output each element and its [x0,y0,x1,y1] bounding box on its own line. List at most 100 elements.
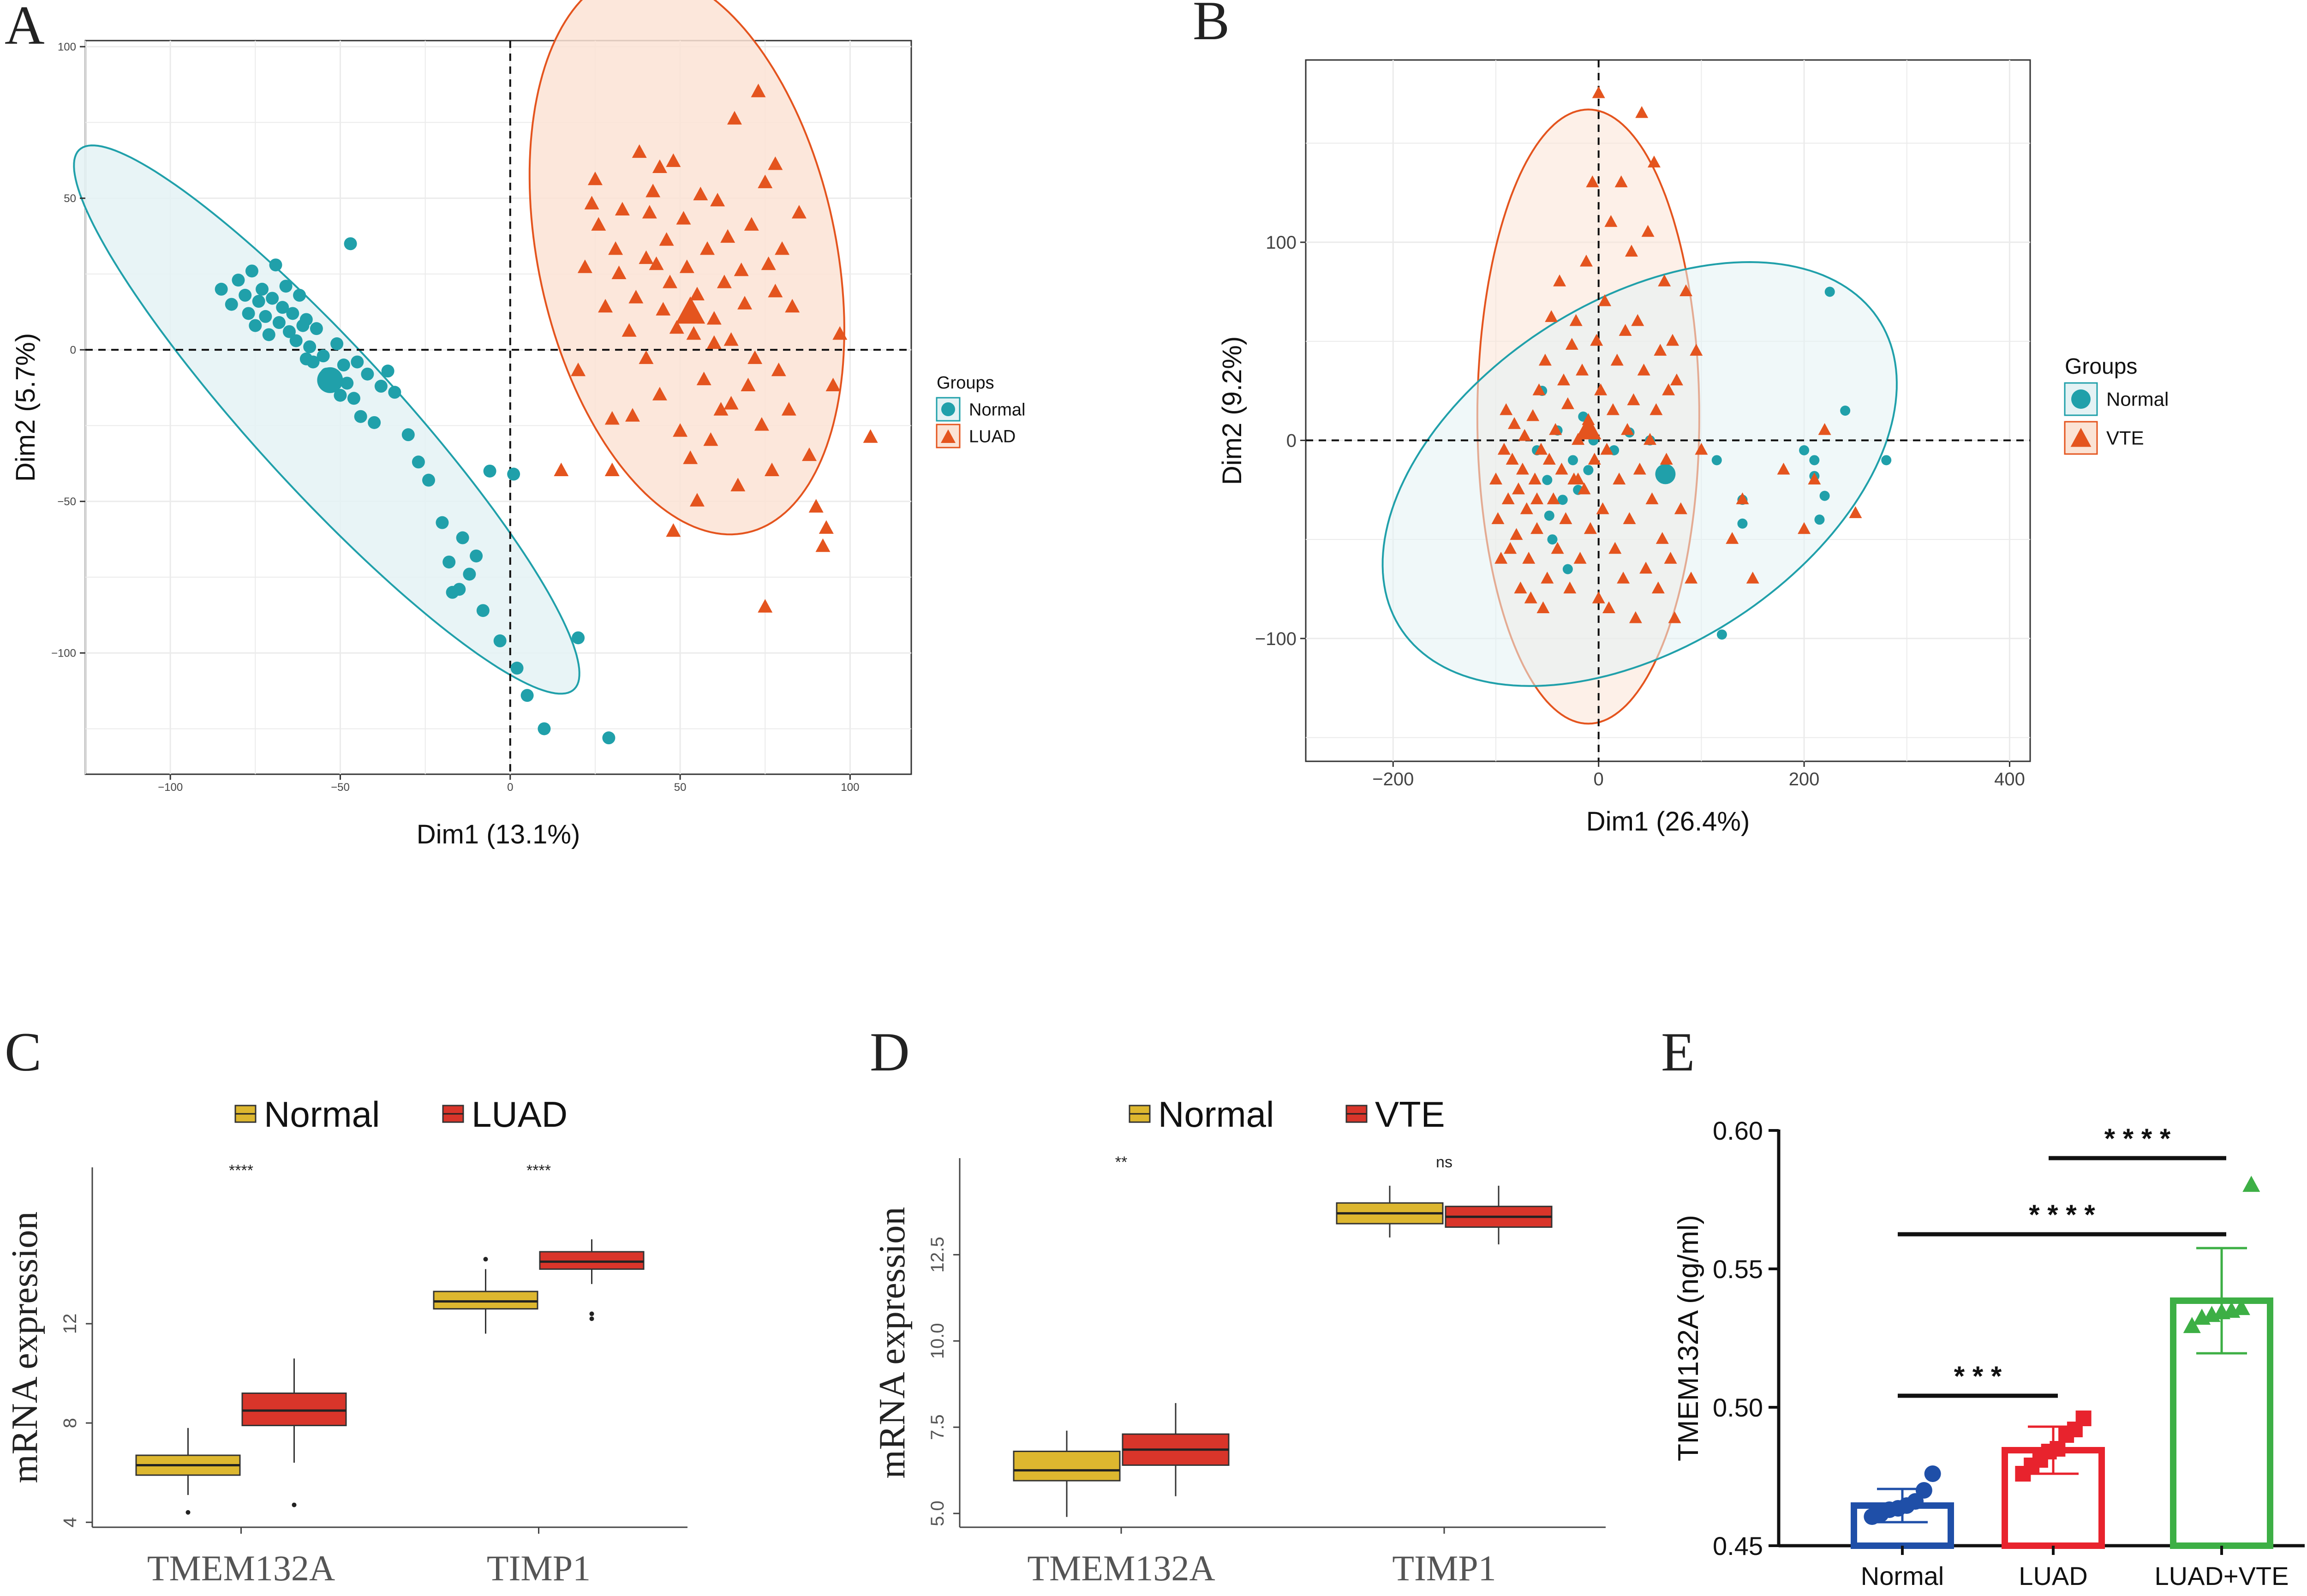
category-label-tmem132a: TMEM132A [147,1548,335,1588]
legend-marker-normal [941,402,955,416]
point-normal [249,319,262,332]
point-normal [272,316,286,329]
point-vte [1555,462,1568,475]
point-luad [669,320,684,334]
y-tick-label: 5.0 [927,1500,948,1526]
point-vte [1674,502,1687,514]
legend-label-luad: LUAD [969,427,1016,446]
point-vte [1534,442,1548,455]
point-vte [1588,453,1601,465]
x-tick-label: 0 [507,781,513,794]
point-vte [1685,571,1698,584]
point-normal [572,631,585,645]
point-normal [436,516,449,529]
point-luad [584,196,599,209]
panel-c-boxplot-normal-luad: 4 8 12 mRNA expression TMEM132A **** TIMP1 ****… [5,1094,687,1588]
box-luad [241,1393,347,1426]
point-vte [1633,462,1646,475]
x-tick-label: −100 [158,781,183,794]
category-label-luad: LUAD [2019,1561,2087,1590]
panel-e-bar-tmem132a: 0.45 0.50 0.55 0.60 TMEM132A (ng/ml) Normal LU… [1673,1116,2305,1590]
point-vte [1536,601,1550,614]
data-point-normal [1924,1465,1941,1482]
point-vte [1600,442,1614,455]
y-tick-label: 0.60 [1713,1116,1763,1145]
x-tick-label: 0 [1594,769,1604,789]
y-tick-label: 0.50 [1713,1393,1763,1422]
point-vte [1614,175,1628,187]
legend-title: Groups [2065,354,2137,379]
point-luad [706,311,722,325]
point-luad [751,84,766,97]
legend-label-vte: VTE [2106,427,2144,449]
point-luad [741,377,756,392]
point-vte [1644,433,1657,445]
point-normal [453,583,466,596]
point-normal [299,313,313,326]
y-tick-label: 50 [64,192,76,205]
point-luad [652,159,667,173]
point-luad [666,153,681,167]
point-vte [1584,522,1597,534]
point-luad [686,326,701,340]
point-normal [242,307,255,320]
category-label-timp1: TIMP1 [487,1548,591,1588]
data-point-luad [2050,1441,2066,1457]
legend-label-normal: Normal [264,1094,380,1135]
point-vte [1629,611,1642,623]
point-normal [1824,287,1835,297]
panel-d-boxplot-normal-vte: 5.0 7.5 10.0 12.5 mRNA expression TMEM132A ** T… [872,1094,1606,1588]
point-vte [1530,492,1544,504]
point-luad [727,111,742,125]
point-luad [744,217,759,231]
point-normal [456,531,469,544]
centroid-vte [1575,415,1602,440]
point-normal [245,264,258,278]
point-luad [713,402,729,416]
point-vte [1695,442,1708,455]
x-axis-label: Dim1 (13.1%) [417,819,580,849]
data-point-luad+vte [2242,1176,2260,1192]
point-vte [1798,522,1811,534]
y-tick-label: −100 [51,647,76,660]
point-vte [1658,274,1671,287]
data-point-luad+vte [2232,1299,2250,1315]
point-vte [1500,403,1513,415]
centroid-normal [317,367,343,393]
point-vte [1666,334,1679,346]
y-tick-label: 0 [1286,430,1297,451]
point-luad [689,287,705,300]
point-luad [717,275,732,288]
point-normal [602,731,616,745]
point-luad [734,262,749,276]
category-label-tmem132a: TMEM132A [1027,1548,1215,1588]
point-luad [676,211,691,225]
y-tick-label: 4 [60,1517,80,1527]
point-vte [1545,310,1558,322]
point-normal [401,428,415,442]
point-vte [1563,581,1577,594]
point-vte [1576,364,1589,376]
point-normal [293,288,306,302]
y-tick-label: 12 [60,1314,80,1334]
point-luad [706,335,722,349]
point-normal [470,549,483,562]
point-vte [1777,462,1790,475]
panel-letter-c: C [5,1021,42,1082]
point-vte [1596,502,1609,514]
y-tick-label: 12.5 [927,1237,948,1273]
legend-title: Groups [937,373,994,393]
point-normal [483,464,496,478]
point-vte [1551,542,1564,554]
point-vte [1641,225,1655,237]
point-normal [1737,518,1748,529]
point-vte [1518,429,1531,441]
point-vte [1592,591,1605,604]
point-normal [510,662,524,675]
point-vte [1557,373,1570,386]
y-tick-label: 0.45 [1713,1531,1763,1560]
point-vte [1514,581,1527,594]
point-vte [1547,492,1560,504]
point-vte [1549,423,1562,435]
